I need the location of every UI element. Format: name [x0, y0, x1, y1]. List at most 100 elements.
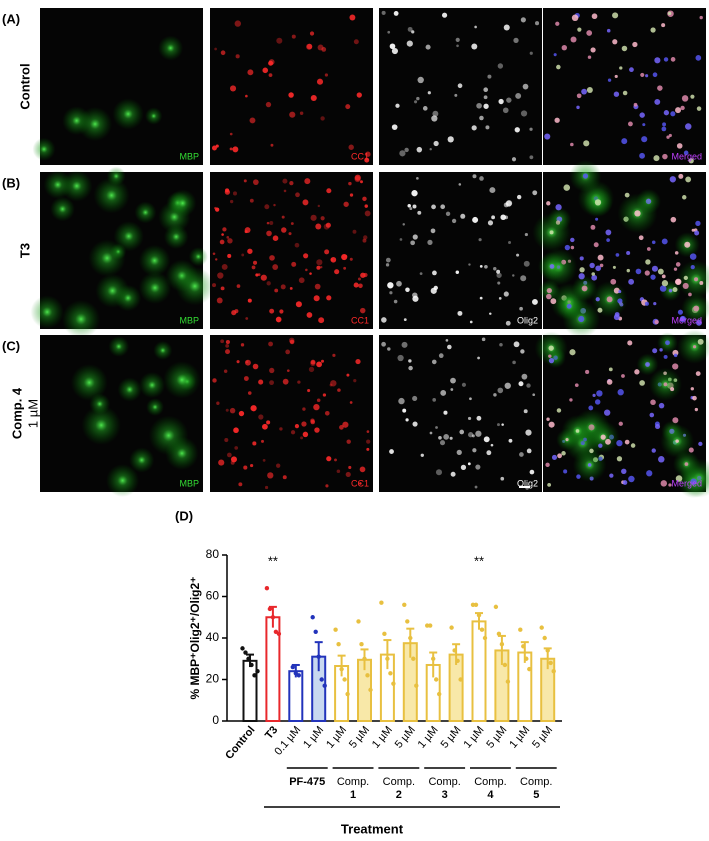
cell: [225, 188, 230, 193]
x-tick-label: 1 µM: [507, 724, 532, 751]
cell: [354, 174, 361, 181]
cell: [416, 96, 420, 101]
cell: [387, 347, 391, 351]
cell: [245, 359, 251, 366]
cell: [676, 143, 683, 149]
data-point: [385, 656, 390, 661]
cell: [217, 272, 224, 279]
micrograph: [534, 329, 709, 499]
cell: [508, 438, 513, 443]
cell: [645, 362, 650, 367]
cell: [255, 273, 259, 277]
cell: [500, 476, 505, 481]
cell: [658, 402, 665, 409]
cell: [322, 393, 327, 397]
cell: [685, 176, 692, 183]
cell: [324, 73, 329, 77]
glow: [138, 244, 171, 277]
micrograph: [210, 8, 373, 165]
cell: [282, 475, 287, 480]
cell: [288, 232, 292, 236]
cell: [211, 145, 217, 151]
cell: [579, 256, 584, 261]
channel-label: Olig2: [517, 478, 538, 488]
cell: [306, 312, 313, 318]
cell: [346, 439, 351, 444]
cell: [662, 153, 668, 160]
x-tick-label: 1 µM: [416, 724, 441, 751]
cell: [654, 423, 661, 430]
cell: [690, 387, 694, 391]
cell: [474, 485, 478, 489]
cell: [588, 405, 594, 411]
cell: [498, 297, 502, 300]
glow: [134, 201, 157, 224]
micrograph: [30, 166, 215, 339]
cell: [581, 285, 588, 292]
cell: [357, 277, 361, 281]
cell: [471, 125, 477, 131]
cell: [318, 317, 325, 324]
cell: [690, 94, 695, 99]
cell: [244, 227, 251, 233]
data-point: [342, 677, 347, 682]
micrograph: [32, 8, 203, 165]
cell: [692, 395, 697, 401]
cell: [586, 30, 593, 36]
cell: [485, 125, 490, 130]
cell: [435, 469, 443, 476]
cell: [245, 94, 248, 98]
y-tick-label: 60: [206, 589, 220, 603]
x-tick-label: 1 µM: [324, 724, 349, 751]
cell: [556, 408, 562, 413]
cell: [399, 238, 403, 241]
cell: [490, 443, 494, 447]
cell: [571, 14, 579, 22]
cell: [587, 55, 592, 59]
cell: [660, 480, 668, 487]
cell: [301, 421, 307, 427]
cell: [640, 72, 645, 78]
cell: [582, 173, 589, 179]
data-point: [313, 629, 318, 634]
x-tick-label: Control: [223, 724, 257, 762]
cell: [433, 140, 439, 147]
cell: [455, 270, 460, 274]
data-point: [249, 662, 254, 668]
x-tick-label: 1 µM: [370, 724, 395, 751]
data-point: [414, 683, 419, 688]
cell: [226, 236, 230, 239]
glow: [81, 405, 121, 445]
cell: [514, 127, 520, 133]
cell: [617, 389, 624, 396]
y-axis-label: % MBP⁺Olig2⁺/Olig2⁺: [188, 576, 202, 699]
cell: [264, 204, 270, 210]
row-label: 1 µM: [25, 399, 40, 428]
cell: [615, 253, 620, 257]
cell: [662, 122, 667, 127]
channel-label: Merged: [671, 478, 702, 488]
glow: [158, 35, 184, 61]
glow: [138, 271, 172, 304]
cell: [401, 341, 408, 348]
cell: [550, 298, 557, 305]
cell: [305, 268, 308, 272]
cell: [557, 453, 562, 459]
cell: [451, 218, 457, 224]
glow: [93, 177, 130, 214]
image-background: [379, 335, 542, 492]
cell: [689, 253, 697, 260]
cell: [308, 366, 315, 373]
cell: [578, 273, 585, 280]
cell: [456, 44, 459, 48]
glow: [106, 166, 126, 186]
data-point: [336, 642, 341, 647]
cell: [429, 431, 433, 435]
image-background: [210, 172, 373, 329]
cell: [365, 151, 371, 157]
cell: [475, 464, 481, 470]
cell: [348, 144, 354, 150]
cell: [281, 215, 285, 219]
cell: [526, 383, 531, 388]
cell: [682, 195, 687, 200]
